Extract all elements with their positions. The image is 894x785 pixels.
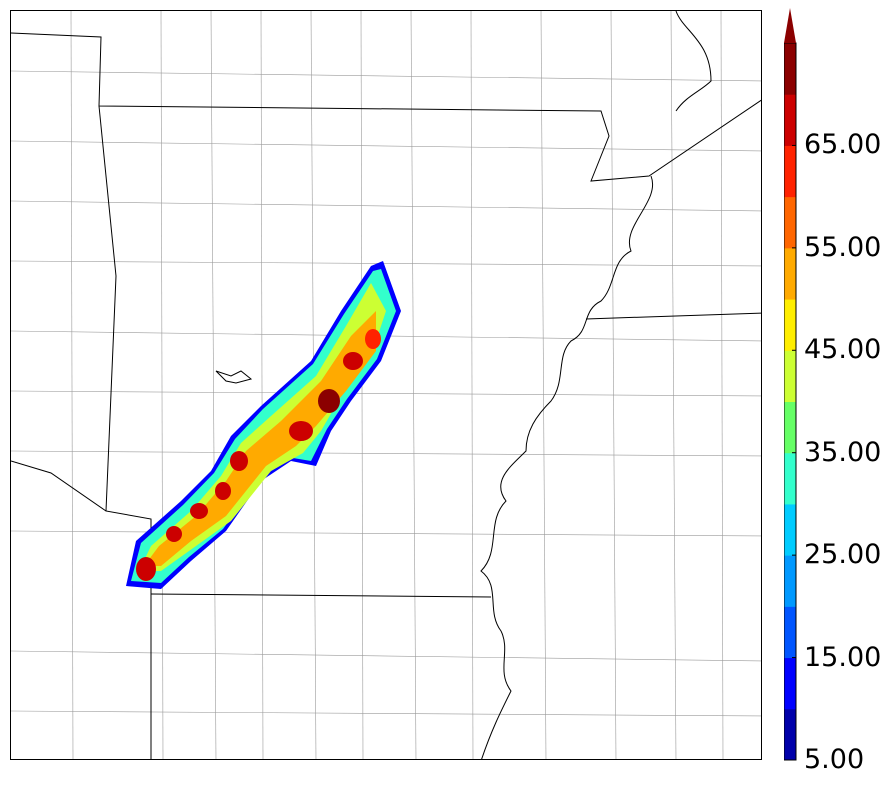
colorbar-tick-label: 65.00: [804, 129, 882, 161]
colorbar-bin: [784, 606, 796, 659]
colorbar-bin: [784, 196, 796, 249]
colorbar-bin: [784, 452, 796, 505]
colorbar-bin: [784, 43, 796, 95]
core-5: [230, 451, 248, 471]
colorbar: [784, 8, 797, 761]
colorbar-bin: [784, 94, 796, 146]
core-6: [289, 421, 313, 441]
reflectivity-swath: [126, 261, 401, 589]
contour-50: [144, 311, 376, 566]
colorbar-bin: [784, 299, 796, 351]
core-2: [166, 526, 182, 542]
county-boundaries: [11, 11, 761, 759]
colorbar-bin: [784, 503, 796, 556]
colorbar-bin: [784, 401, 796, 454]
colorbar-bin: [784, 247, 796, 300]
colorbar-bin: [784, 350, 796, 402]
colorbar-bin: [784, 555, 796, 607]
colorbar-tick-label: 35.00: [804, 436, 882, 468]
map-canvas: [11, 11, 761, 759]
colorbar-bin: [784, 708, 796, 761]
core-7: [318, 389, 340, 413]
colorbar-bin: [784, 145, 796, 198]
colorbar-tick-label: 15.00: [804, 641, 882, 673]
core-3: [190, 503, 208, 519]
colorbar-bin: [784, 657, 796, 710]
colorbar-extend-arrow: [784, 8, 796, 43]
colorbar-bins: [784, 42, 797, 761]
core-8: [343, 352, 363, 370]
core-9: [365, 329, 381, 349]
state-boundaries: [11, 11, 761, 759]
contour-40: [139, 283, 386, 571]
core-1: [136, 557, 156, 581]
colorbar-tick-label: 5.00: [804, 744, 865, 775]
colorbar-tick-label: 55.00: [804, 231, 882, 263]
colorbar-tick-label: 25.00: [804, 539, 882, 571]
core-4: [215, 482, 231, 500]
map-panel: [10, 10, 762, 760]
colorbar-tick-label: 45.00: [804, 334, 882, 366]
